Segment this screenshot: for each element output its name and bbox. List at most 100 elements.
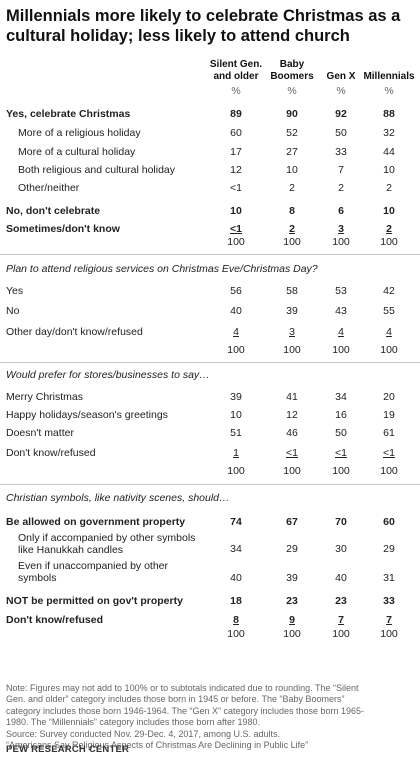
table-cell: 60: [230, 127, 242, 139]
table-row: NOT be permitted on gov't property 18 23…: [0, 594, 420, 609]
column-header-line: Silent Gen.: [209, 59, 263, 70]
table-row: Doesn't matter 51 46 50 61: [0, 426, 420, 441]
row-label: Doesn't matter: [6, 427, 74, 439]
section-divider: [0, 254, 420, 255]
total-cell: 100: [227, 344, 245, 356]
table-cell: 40: [230, 572, 242, 584]
table-cell: <1: [230, 182, 242, 194]
row-label: Happy holidays/season's greetings: [6, 409, 168, 421]
row-label-multiline: Only if accompanied by other symbols lik…: [18, 532, 195, 556]
table-cell: 3: [289, 326, 295, 338]
question-label: Would prefer for stores/businesses to sa…: [0, 368, 420, 383]
column-header-line: and older: [213, 71, 259, 82]
table-cell: 55: [383, 305, 395, 317]
column-header-line: Baby: [279, 59, 305, 70]
table-row: Don't know/refused 8 9 7 7: [0, 613, 420, 628]
table-row: Merry Christmas 39 41 34 20: [0, 390, 420, 405]
row-label: NOT be permitted on gov't property: [6, 595, 183, 607]
column-header-baby-boomers: Baby Boomers: [262, 59, 322, 83]
table-cell: 27: [286, 146, 298, 158]
footnote-line: Note: Figures may not add to 100% or to …: [6, 683, 359, 693]
table-cell: 67: [286, 516, 298, 528]
total-cell: 100: [283, 465, 301, 477]
table-cell: 42: [383, 285, 395, 297]
table-cell: 16: [335, 409, 347, 421]
table-cell: 53: [335, 285, 347, 297]
row-label: Be allowed on government property: [6, 516, 186, 528]
total-cell: 100: [227, 465, 245, 477]
table-cell: 33: [335, 146, 347, 158]
footnote-line: “Americans Say Religious Aspects of Chri…: [6, 740, 309, 751]
row-label: Don't know/refused: [6, 447, 96, 459]
table-cell: 30: [335, 543, 347, 555]
table-cell: 9: [289, 614, 295, 626]
table-cell: 10: [383, 205, 395, 217]
row-label: Don't know/refused: [6, 614, 104, 626]
table-row: No, don't celebrate 10 8 6 10: [0, 204, 420, 219]
table-cell: 10: [383, 164, 395, 176]
total-cell: 100: [380, 628, 398, 640]
table-cell: 41: [286, 391, 298, 403]
table-row: Yes 56 58 53 42: [0, 284, 420, 299]
table-row: No 40 39 43 55: [0, 304, 420, 319]
percent-cell: %: [231, 85, 241, 97]
footnote-line: Source: Survey conducted Nov. 29-Dec. 4,…: [6, 728, 280, 739]
footnote: Note: Figures may not add to 100% or to …: [6, 683, 416, 751]
table-cell: <1: [335, 447, 347, 459]
footnote-line: category includes those born 1946-1964. …: [6, 705, 365, 716]
table-cell: 88: [383, 108, 395, 120]
table-cell: 39: [286, 572, 298, 584]
table-cell: 44: [383, 146, 395, 158]
table-row: Sometimes/don't know <1 2 3 2: [0, 222, 420, 237]
percent-row: % % % %: [0, 84, 420, 99]
table-row: Be allowed on government property 74 67 …: [0, 515, 420, 530]
table-cell: 23: [286, 595, 298, 607]
row-label: No: [6, 305, 20, 317]
table-cell: 12: [230, 164, 242, 176]
column-header-silent-gen: Silent Gen. and older: [202, 59, 270, 83]
table-cell: 4: [386, 326, 392, 338]
table-cell: 23: [335, 595, 347, 607]
table-cell: 51: [230, 427, 242, 439]
table-row: Yes, celebrate Christmas 89 90 92 88: [0, 107, 420, 122]
footnote-line: 1980. The “Millennials” category include…: [6, 717, 260, 728]
table-cell: <1: [230, 223, 242, 235]
table-cell: 70: [335, 516, 347, 528]
table-cell: 1: [233, 447, 239, 459]
chart-title: Millennials more likely to celebrate Chr…: [6, 7, 401, 45]
percent-cell: %: [287, 85, 297, 97]
footnote-line: Gen. and older” category includes those …: [6, 694, 345, 705]
table-cell: <1: [286, 447, 298, 459]
total-cell: 100: [332, 236, 350, 248]
total-cell: 100: [332, 465, 350, 477]
table-cell: 4: [338, 326, 344, 338]
total-cell: 100: [380, 236, 398, 248]
total-cell: 100: [380, 465, 398, 477]
row-label: Other day/don't know/refused: [6, 326, 143, 338]
table-cell: 10: [230, 205, 242, 217]
table-cell: 90: [286, 108, 298, 120]
row-label: Both religious and cultural holiday: [18, 164, 176, 176]
table-cell: 74: [230, 516, 242, 528]
total-cell: 100: [227, 628, 245, 640]
row-label-line: like Hanukkah candles: [18, 544, 124, 556]
table-cell: 61: [383, 427, 395, 439]
table-cell: 52: [286, 127, 298, 139]
row-label: Other/neither: [18, 182, 80, 194]
total-cell: 100: [227, 236, 245, 248]
table-cell: 43: [335, 305, 347, 317]
percent-cell: %: [336, 85, 346, 97]
section-divider: [0, 484, 420, 485]
total-cell: 100: [332, 344, 350, 356]
table-cell: 40: [335, 572, 347, 584]
table-row: 34 29 30 29: [0, 542, 420, 557]
table-cell: 32: [383, 127, 395, 139]
row-label: More of a cultural holiday: [18, 146, 136, 158]
table-row: Both religious and cultural holiday 12 1…: [0, 163, 420, 178]
table-cell: 12: [286, 409, 298, 421]
table-cell: 7: [386, 614, 392, 626]
table-cell: 10: [286, 164, 298, 176]
table-cell: 58: [286, 285, 298, 297]
totals-row: 100 100 100 100: [0, 464, 420, 479]
table-cell: 39: [286, 305, 298, 317]
